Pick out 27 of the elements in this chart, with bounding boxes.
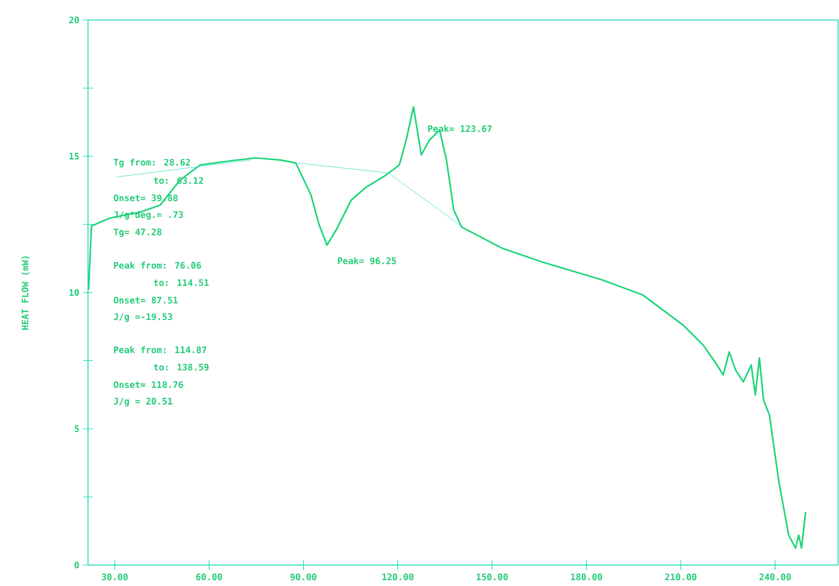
y-tick-label: 20 [69,16,79,24]
x-tick-label: 240.00 [759,574,791,580]
annotation: to: 138.59 [154,364,209,371]
line-series [88,106,806,549]
annotation: Tg= 47.28 [114,228,162,238]
y-axis-title: HEAT FLOW (mW) [21,256,30,330]
x-tick-label: 90.00 [290,574,316,580]
x-tick-label: 60.00 [196,574,222,580]
annotation: J/g = 20.51 [114,398,172,406]
annotation: Onset= 118.76 [114,381,184,388]
annotation: Peak= 123.67 [428,125,492,132]
annotation: Peak= 96.25 [338,257,396,264]
x-tick-label: 150.00 [476,574,508,580]
annotation: Tg from: 28.62 [114,158,190,168]
annotation: to: 114.51 [154,279,209,286]
y-tick-label: 10 [70,289,79,296]
x-tick-label: 120.00 [382,574,414,580]
x-tick-label: 30.00 [102,574,128,580]
annotation: Onset= 87.51 [114,296,178,304]
y-tick-label: 0 [74,562,79,568]
annotation: Peak from: 114.87 [114,346,206,354]
x-tick-label: 180.00 [571,574,602,580]
annotation: Peak from: 76.06 [114,262,202,269]
y-tick-label: 5 [74,425,79,432]
y-tick-label: 15 [70,152,79,160]
annotation: J/g =-19.53 [114,313,172,322]
x-tick-label: 210.00 [665,574,696,580]
